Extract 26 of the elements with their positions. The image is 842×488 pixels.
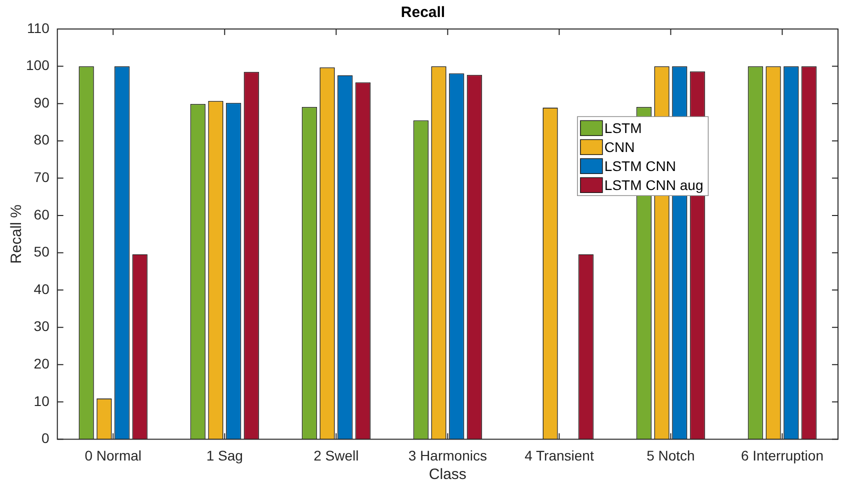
x-tick-label: 6 Interruption [740, 447, 824, 464]
y-tick-label: 60 [34, 206, 50, 222]
x-tick-label: 5 Notch [646, 447, 695, 464]
legend-label: CNN [604, 139, 635, 156]
y-tick-label: 90 [34, 94, 50, 110]
x-tick-label: 1 Sag [206, 447, 243, 464]
y-tick-label: 80 [34, 132, 50, 148]
y-tick-label: 10 [34, 392, 50, 409]
x-tick-label: 2 Swell [314, 447, 359, 464]
legend-label: LSTM [604, 120, 642, 136]
x-tick-label: 3 Harmonics [408, 447, 487, 464]
y-tick-label: 30 [34, 318, 50, 334]
y-axis-title: Recall % [8, 204, 26, 264]
y-tick-label: 100 [26, 57, 50, 74]
y-tick-label: 20 [34, 355, 50, 372]
legend-label: LSTM CNN [604, 158, 676, 174]
chart-title: Recall [400, 4, 446, 22]
x-axis-title: Class [428, 466, 466, 484]
y-tick-label: 50 [34, 244, 50, 260]
y-tick-label: 70 [34, 169, 50, 186]
x-tick-label: 0 Normal [84, 447, 142, 464]
x-tick-label: 4 Transient [524, 447, 594, 464]
y-tick-label: 110 [27, 20, 50, 36]
legend-label: LSTM CNN aug [604, 177, 704, 194]
y-tick-label: 0 [42, 430, 50, 446]
y-tick-label: 40 [34, 280, 50, 297]
